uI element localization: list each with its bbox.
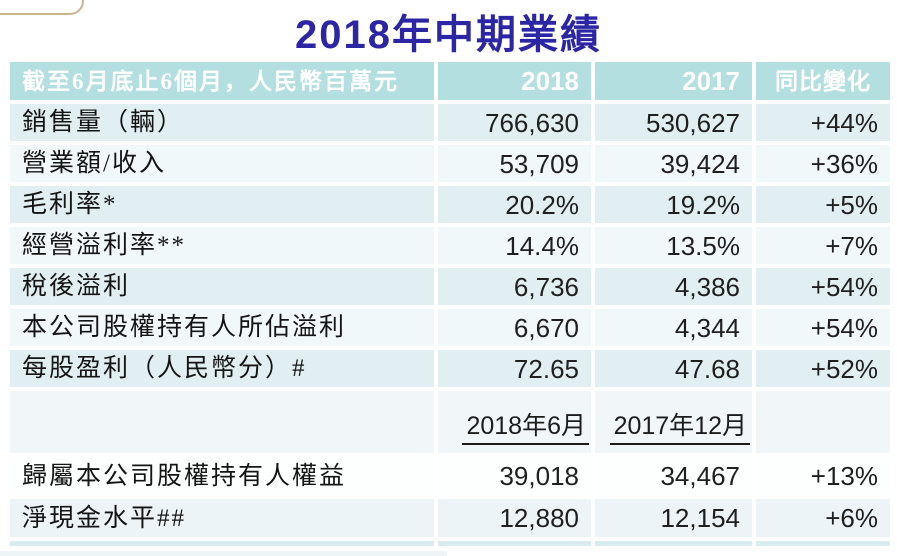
value-2018: 72.65 bbox=[438, 350, 591, 387]
value-2018: 20.2% bbox=[438, 186, 591, 223]
results-table: 截至6月底止6個月，人民幣百萬元 2018 2017 同比變化 銷售量（輛） 7… bbox=[10, 62, 890, 537]
yoy-value: +44% bbox=[756, 104, 890, 141]
value-2017: 34,467 bbox=[595, 457, 752, 495]
value-2017: 530,627 bbox=[595, 104, 752, 141]
yoy-value: +52% bbox=[756, 350, 890, 387]
value-2017: 47.68 bbox=[595, 350, 752, 387]
subheader-date-2017-text: 2017年12月 bbox=[609, 414, 750, 445]
row-label: 本公司股權持有人所佔溢利 bbox=[10, 309, 434, 346]
bottom-row-sliver-cell bbox=[595, 541, 752, 546]
value-2017: 12,154 bbox=[595, 499, 752, 537]
value-2017: 13.5% bbox=[595, 227, 752, 264]
page-title: 2018年中期業績 bbox=[295, 13, 602, 57]
yoy-value: +5% bbox=[756, 186, 890, 223]
yoy-value: +13% bbox=[756, 457, 890, 495]
value-2017: 4,386 bbox=[595, 268, 752, 305]
subheader-spacer bbox=[756, 391, 890, 453]
value-2018: 39,018 bbox=[438, 457, 591, 495]
value-2018: 6,736 bbox=[438, 268, 591, 305]
column-header-period: 截至6月底止6個月，人民幣百萬元 bbox=[10, 62, 434, 100]
bottom-row-sliver bbox=[10, 541, 890, 546]
row-label: 稅後溢利 bbox=[10, 268, 434, 305]
bottom-left-sliver bbox=[0, 551, 447, 556]
value-2018: 6,670 bbox=[438, 309, 591, 346]
row-label: 銷售量（輛） bbox=[10, 104, 434, 141]
value-2017: 19.2% bbox=[595, 186, 752, 223]
value-2018: 53,709 bbox=[438, 145, 591, 182]
value-2018: 766,630 bbox=[438, 104, 591, 141]
row-label: 淨現金水平## bbox=[10, 499, 434, 537]
subheader-date-2018-text: 2018年6月 bbox=[462, 414, 589, 445]
yoy-value: +54% bbox=[756, 309, 890, 346]
column-header-2017: 2017 bbox=[595, 62, 752, 100]
yoy-value: +54% bbox=[756, 268, 890, 305]
row-label: 營業額/收入 bbox=[10, 145, 434, 182]
value-2017: 39,424 bbox=[595, 145, 752, 182]
row-label: 歸屬本公司股權持有人權益 bbox=[10, 457, 434, 495]
row-label: 經營溢利率** bbox=[10, 227, 434, 264]
column-header-2018: 2018 bbox=[438, 62, 591, 100]
subheader-date-2017: 2017年12月 bbox=[595, 391, 752, 453]
yoy-value: +6% bbox=[756, 499, 890, 537]
bottom-row-sliver-cell bbox=[438, 541, 591, 546]
value-2018: 14.4% bbox=[438, 227, 591, 264]
row-label: 每股盈利（人民幣分）# bbox=[10, 350, 434, 387]
yoy-value: +36% bbox=[756, 145, 890, 182]
column-header-yoy: 同比變化 bbox=[756, 62, 890, 100]
bottom-row-sliver-cell bbox=[756, 541, 890, 546]
yoy-value: +7% bbox=[756, 227, 890, 264]
bottom-row-sliver-cell bbox=[10, 541, 434, 546]
value-2018: 12,880 bbox=[438, 499, 591, 537]
value-2017: 4,344 bbox=[595, 309, 752, 346]
row-label: 毛利率* bbox=[10, 186, 434, 223]
subheader-date-2018: 2018年6月 bbox=[438, 391, 591, 453]
subheader-spacer bbox=[10, 391, 434, 453]
